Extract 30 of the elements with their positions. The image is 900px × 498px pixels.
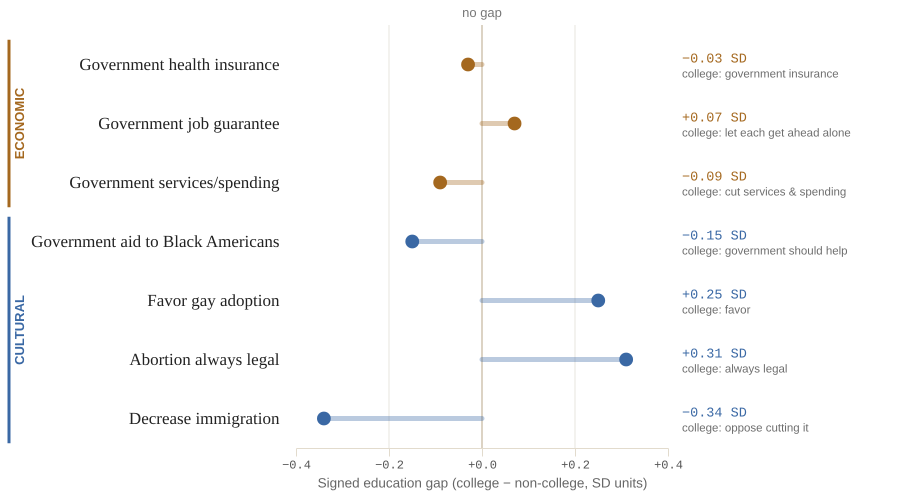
y-tick-label: Favor gay adoption (147, 291, 280, 310)
text: −0.03 SD (682, 52, 747, 68)
text: ECONOMIC (12, 87, 27, 160)
x-tick-label: +0.4 (654, 458, 683, 472)
text: college: government should help (682, 246, 848, 258)
y-tick-label: Government job guarantee (98, 114, 280, 133)
x-axis-title: Signed education gap (college − non-college, SD units) (318, 476, 648, 490)
text: college: cut services & spending (682, 186, 846, 198)
ref-line-label: no gap (462, 5, 502, 20)
text: −0.15 SD (682, 230, 747, 244)
y-tick-label: Government aid to Black Americans (31, 232, 280, 251)
text: +0.07 SD (682, 112, 747, 126)
y-tick-label: Decrease immigration (128, 409, 280, 428)
y-tick-label: Government services/spending (69, 173, 280, 192)
text: +0.25 SD (682, 288, 747, 304)
x-tick-label: −0.4 (282, 458, 311, 472)
text: college: favor (682, 304, 751, 316)
x-tick-label: +0.2 (561, 458, 590, 472)
text: −0.34 SD (682, 406, 747, 422)
text: college: always legal (682, 364, 788, 376)
y-tick-label: Government health insurance (79, 55, 280, 74)
text: +0.31 SD (682, 348, 747, 362)
x-tick-label: +0.0 (468, 458, 497, 472)
x-tick-label: −0.2 (375, 458, 404, 472)
y-tick-label: Abortion always legal (129, 350, 280, 369)
text: college: oppose cutting it (682, 422, 810, 434)
text: college: government insurance (682, 68, 839, 80)
text: CULTURAL (12, 295, 27, 365)
text: college: let each get ahead alone (682, 128, 851, 140)
text: −0.09 SD (682, 170, 747, 186)
